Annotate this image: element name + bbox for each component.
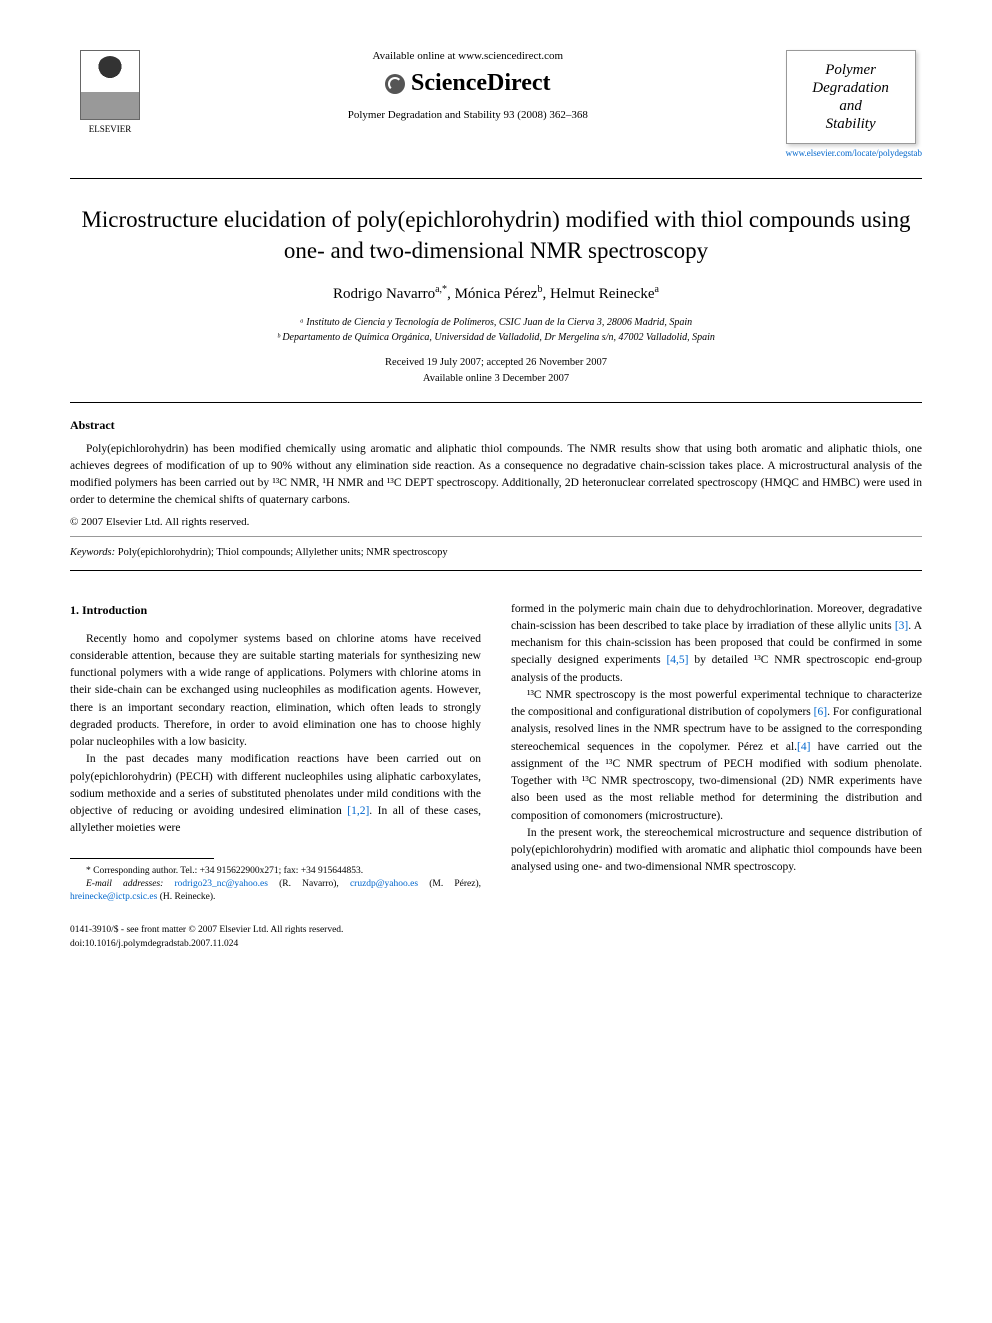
author-1: Rodrigo Navarro [333,286,435,302]
email-3[interactable]: hreinecke@ictp.csic.es [70,892,157,902]
author-1-sup: a,* [435,284,447,295]
left-column: 1. Introduction Recently homo and copoly… [70,601,481,905]
col2-p3: In the present work, the stereochemical … [511,825,922,877]
author-2-sup: b [537,284,542,295]
affiliations: ᵃ Instituto de Ciencia y Tecnología de P… [70,315,922,345]
abstract-text: Poly(epichlorohydrin) has been modified … [70,441,922,510]
citation-3[interactable]: [3] [895,620,908,632]
sciencedirect-icon [385,74,405,94]
article-dates: Received 19 July 2007; accepted 26 Novem… [70,355,922,387]
sciencedirect-brand: ScienceDirect [170,70,766,97]
issn-line: 0141-3910/$ - see front matter © 2007 El… [70,924,922,937]
col2-p1: formed in the polymeric main chain due t… [511,601,922,687]
email-2-name: (M. Pérez), [418,879,481,889]
sciencedirect-label: ScienceDirect [411,70,551,97]
author-2: Mónica Pérez [455,286,538,302]
keywords-label: Keywords: [70,547,115,558]
email-label: E-mail addresses: [86,879,163,889]
header-row: ELSEVIER Available online at www.science… [70,50,922,158]
footer-info: 0141-3910/$ - see front matter © 2007 El… [70,924,922,951]
email-1-name: (R. Navarro), [268,879,350,889]
intro-p1: Recently homo and copolymer systems base… [70,631,481,752]
doi-line: doi:10.1016/j.polymdegradstab.2007.11.02… [70,938,922,951]
email-3-name: (H. Reinecke). [157,892,215,902]
abstract-copyright: © 2007 Elsevier Ltd. All rights reserved… [70,516,922,528]
email-1[interactable]: rodrigo23_nc@yahoo.es [174,879,267,889]
publisher-name: ELSEVIER [70,124,150,134]
citation-6[interactable]: [6] [814,706,827,718]
journal-url-link[interactable]: www.elsevier.com/locate/polydegstab [786,148,922,158]
center-header: Available online at www.sciencedirect.co… [150,50,786,121]
body-columns: 1. Introduction Recently homo and copoly… [70,601,922,905]
affiliation-a: ᵃ Instituto de Ciencia y Tecnología de P… [70,315,922,330]
journal-reference: Polymer Degradation and Stability 93 (20… [170,109,766,121]
keywords-text: Poly(epichlorohydrin); Thiol compounds; … [115,547,448,558]
keywords: Keywords: Poly(epichlorohydrin); Thiol c… [70,547,922,558]
elsevier-logo: ELSEVIER [70,50,150,134]
journal-box-line3: and [793,97,909,115]
journal-box-line1: Polymer [793,61,909,79]
citation-4[interactable]: [4] [797,741,810,753]
article-title: Microstructure elucidation of poly(epich… [70,204,922,266]
received-date: Received 19 July 2007; accepted 26 Novem… [70,355,922,371]
journal-box-wrapper: Polymer Degradation and Stability www.el… [786,50,922,158]
corresponding-author: * Corresponding author. Tel.: +34 915622… [70,865,481,878]
journal-box-line2: Degradation [793,79,909,97]
divider-abstract-top [70,402,922,403]
abstract-text-span: Poly(epichlorohydrin) has been modified … [70,443,922,507]
footnote-divider [70,858,214,859]
citation-1-2[interactable]: [1,2] [347,805,369,817]
email-addresses: E-mail addresses: rodrigo23_nc@yahoo.es … [70,878,481,905]
divider-keywords-bottom [70,570,922,571]
abstract-heading: Abstract [70,418,922,433]
author-3: Helmut Reinecke [550,286,655,302]
journal-box-line4: Stability [793,115,909,133]
col2-p1a: formed in the polymeric main chain due t… [511,603,922,632]
citation-4-5[interactable]: [4,5] [666,654,688,666]
online-date: Available online 3 December 2007 [70,371,922,387]
authors-list: Rodrigo Navarroa,*, Mónica Pérezb, Helmu… [70,284,922,303]
author-3-sup: a [655,284,659,295]
available-online-text: Available online at www.sciencedirect.co… [170,50,766,62]
intro-p2: In the past decades many modification re… [70,751,481,837]
affiliation-b: ᵇ Departamento de Química Orgánica, Univ… [70,330,922,345]
divider-keywords-top [70,536,922,537]
elsevier-tree-icon [80,50,140,120]
col2-p2: ¹³C NMR spectroscopy is the most powerfu… [511,687,922,825]
introduction-heading: 1. Introduction [70,601,481,619]
right-column: formed in the polymeric main chain due t… [511,601,922,905]
divider-top [70,178,922,179]
journal-title-box: Polymer Degradation and Stability [786,50,916,144]
email-2[interactable]: cruzdp@yahoo.es [350,879,418,889]
